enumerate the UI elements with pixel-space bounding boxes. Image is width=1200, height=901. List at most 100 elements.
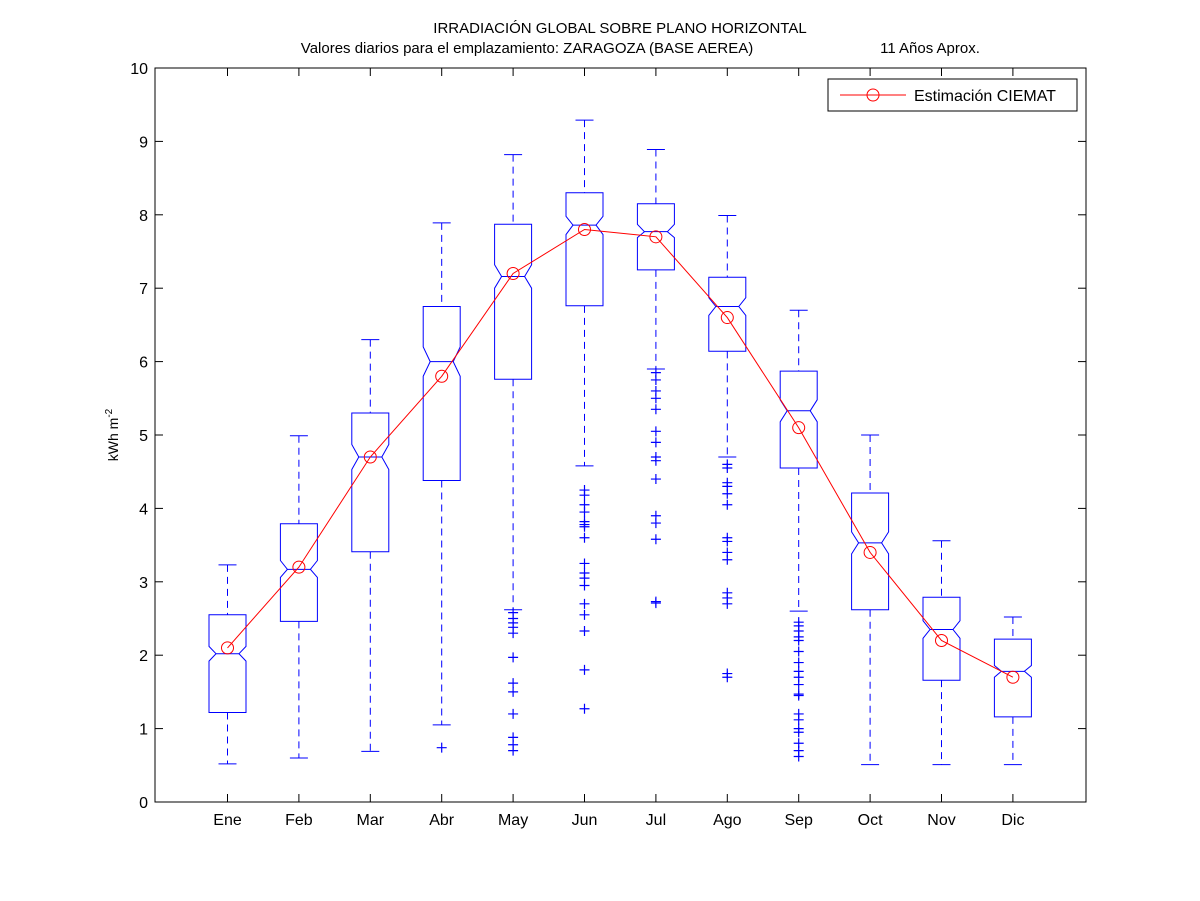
box-body	[708, 276, 747, 352]
outlier-marker	[722, 536, 733, 547]
outlier-marker	[508, 708, 519, 719]
outlier-marker	[650, 437, 661, 448]
box-may	[494, 154, 533, 756]
y-tick-label: 3	[139, 575, 148, 592]
outlier-marker	[793, 657, 804, 668]
outlier-marker	[650, 404, 661, 415]
outlier-marker	[579, 580, 590, 591]
outlier-marker	[650, 426, 661, 437]
y-tick-label: 0	[139, 795, 148, 812]
series-point	[792, 421, 806, 435]
y-axis: 0 1 2 3 4 5 6 7 8 9 10	[130, 61, 1086, 812]
chart-subtitle-location: Valores diarios para el emplazamiento: Z…	[301, 40, 753, 57]
series-point	[292, 560, 306, 574]
outlier-marker	[579, 703, 590, 714]
box-abr	[422, 222, 461, 753]
outlier-marker	[650, 518, 661, 529]
boxplots	[208, 119, 1032, 766]
box-body	[565, 192, 604, 307]
outlier-marker	[579, 490, 590, 501]
outlier-marker	[579, 664, 590, 675]
box-jul	[636, 148, 675, 609]
series-point	[720, 311, 734, 325]
y-tick-label: 4	[139, 501, 148, 518]
outlier-marker	[579, 609, 590, 620]
outlier-marker	[722, 463, 733, 474]
outlier-marker	[722, 672, 733, 683]
y-tick-label: 10	[130, 61, 148, 78]
outlier-marker	[722, 554, 733, 565]
outlier-marker	[722, 499, 733, 510]
series-point	[363, 450, 377, 464]
box-sep	[779, 309, 818, 762]
x-tick-label: Sep	[784, 812, 813, 829]
outlier-marker	[508, 745, 519, 756]
estimate-series	[221, 222, 1020, 684]
outlier-marker	[508, 678, 519, 689]
outlier-marker	[793, 690, 804, 701]
outlier-marker	[579, 598, 590, 609]
x-tick-label: Feb	[285, 812, 313, 829]
box-body	[494, 223, 533, 380]
outlier-marker	[508, 652, 519, 663]
series-point	[221, 641, 234, 655]
box-feb	[279, 435, 318, 759]
outlier-marker	[793, 714, 804, 725]
outlier-marker	[579, 625, 590, 636]
x-tick-label: Oct	[858, 812, 883, 829]
box-body	[208, 614, 247, 713]
outlier-marker	[793, 751, 804, 762]
y-tick-label: 1	[139, 722, 148, 739]
x-tick-label: Dic	[1001, 812, 1024, 829]
outlier-marker	[650, 474, 661, 485]
outlier-marker	[650, 393, 661, 404]
x-tick-label: Jul	[646, 812, 666, 829]
box-body	[636, 203, 675, 271]
y-tick-label: 6	[139, 355, 148, 372]
x-tick-label: Ago	[713, 812, 742, 829]
legend-label: Estimación CIEMAT	[914, 88, 1056, 105]
outlier-marker	[508, 686, 519, 697]
outlier-marker	[579, 558, 590, 569]
series-point	[1006, 670, 1020, 684]
x-tick-label: May	[498, 812, 528, 829]
outlier-marker	[650, 598, 661, 609]
series-point	[435, 369, 449, 383]
series-point	[649, 230, 663, 244]
legend: Estimación CIEMAT	[827, 78, 1078, 112]
y-tick-label: 9	[139, 134, 148, 151]
box-oct	[851, 434, 890, 766]
legend-marker	[866, 88, 880, 102]
outlier-marker	[722, 598, 733, 609]
outlier-marker	[793, 646, 804, 657]
outlier-marker	[436, 742, 447, 753]
box-body	[851, 492, 890, 611]
box-nov	[922, 540, 961, 766]
series-point	[578, 222, 591, 236]
box-ago	[708, 215, 747, 683]
chart-title: IRRADIACIÓN GLOBAL SOBRE PLANO HORIZONTA…	[433, 20, 806, 37]
box-body	[279, 523, 318, 622]
x-tick-label: Jun	[572, 812, 598, 829]
x-axis: Ene Feb Mar Abr May Jun Jul Ago Sep Oct Nov Dic	[213, 68, 1024, 829]
y-tick-label: 8	[139, 208, 148, 225]
outlier-marker	[722, 488, 733, 499]
y-tick-label: 7	[139, 281, 148, 298]
outlier-marker	[793, 679, 804, 690]
y-tick-label: 2	[139, 648, 148, 665]
plot-area	[154, 67, 1087, 803]
outlier-marker	[579, 507, 590, 518]
outlier-marker	[793, 635, 804, 646]
y-tick-label: 5	[139, 428, 148, 445]
x-tick-label: Abr	[429, 812, 455, 829]
x-tick-label: Ene	[213, 812, 242, 829]
y-axis-label: kWh m-2	[104, 408, 121, 461]
box-mar	[351, 339, 390, 752]
box-body	[351, 412, 390, 553]
outlier-marker	[650, 455, 661, 466]
y-axis-label-exponent: -2	[104, 408, 115, 417]
outlier-marker	[793, 727, 804, 738]
outlier-marker	[650, 374, 661, 385]
box-body	[993, 638, 1032, 718]
x-tick-label: Nov	[927, 812, 955, 829]
